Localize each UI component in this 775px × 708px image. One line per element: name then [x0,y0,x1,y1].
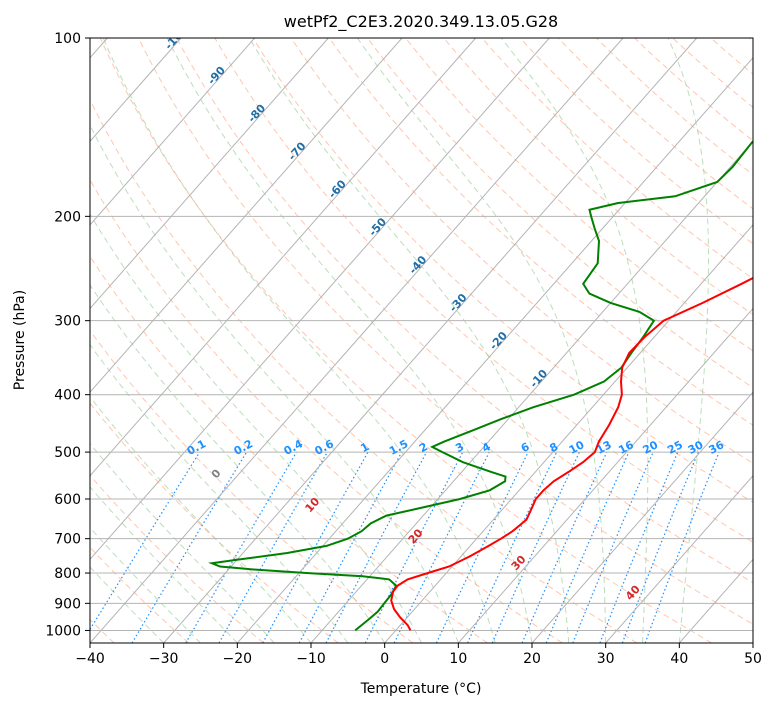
isotherm-line [310,140,753,643]
dry-adiabat [90,179,563,643]
mixing-ratio-line [90,451,201,631]
moist-adiabat [667,38,709,643]
y-tick-label: 1000 [45,623,81,639]
x-tick-label: −20 [223,651,253,667]
dry-adiabat [557,38,753,210]
y-tick-label: 300 [54,314,81,330]
isotherm-line [90,38,182,143]
y-tick-label: 400 [54,388,81,404]
y-tick-label: 800 [54,566,81,582]
moist-adiabat [90,124,459,643]
plot-frame [89,37,754,644]
moist-adiabat [356,38,607,643]
mixing-ratio-label: 20 [641,438,661,457]
isotherm-line [90,38,403,393]
mixing-ratio-line [621,451,699,643]
dry-adiabat [328,38,753,426]
moist-adiabat [90,442,275,643]
mixing-ratio-label: 10 [567,438,587,457]
x-tick-label: −30 [149,651,179,667]
mixing-ratio-label: 25 [665,438,685,457]
plot-area: -100-90-80-70-60-50-40-30-20-10010203040… [90,38,753,643]
mixing-ratio-line [644,451,720,643]
y-tick-label: 200 [54,209,81,225]
isotherm-line [90,38,550,561]
dry-adiabat [138,38,753,625]
mixing-ratio-label: 30 [686,438,706,457]
isotherm-line [90,38,256,226]
dewpoint-line [208,140,753,632]
dry-adiabat [176,38,753,584]
dry-adiabat [405,38,753,352]
dry-adiabats [90,38,753,643]
isotherms [90,38,753,643]
y-tick-label: 900 [54,596,81,612]
mixing-ratio-line [325,451,428,643]
y-tick-label: 500 [54,445,81,461]
y-tick-label: 700 [54,532,81,548]
x-tick-label: 50 [744,651,762,667]
moist-adiabat [166,38,533,643]
moist-adiabat [500,38,649,643]
dry-adiabat [90,255,488,643]
temperature-line [390,276,753,631]
mixing-ratio-line [364,451,464,643]
x-tick-label: 30 [597,651,615,667]
dry-adiabat [252,38,753,503]
dry-adiabat [99,38,712,643]
x-axis: −40 −30 −20 −10 0 10 20 30 40 50 [75,643,762,667]
dry-adiabat [214,38,753,543]
dry-adiabat [90,98,638,643]
dry-adiabat [596,38,753,176]
y-axis-label: Pressure (hPa) [12,290,28,390]
chart-title: wetPf2_C2E3.2020.349.13.05.G28 [284,12,558,32]
isotherm-line [605,475,753,643]
x-tick-label: −10 [296,651,326,667]
y-axis: 1000 900 800 700 600 500 400 300 200 100 [45,31,90,639]
isotherm-line [457,307,753,643]
isotherm-line [531,391,753,643]
y-tick-label: 600 [54,492,81,508]
mixing-ratio-line [262,451,369,643]
moist-adiabat [90,343,349,643]
x-tick-label: 0 [380,651,389,667]
isotherm-line [90,38,329,310]
isotherm-line [90,38,624,643]
isotherm-line [384,224,753,643]
x-tick-label: −40 [75,651,105,667]
isotherm-line [163,38,698,643]
x-tick-label: 40 [670,651,688,667]
x-tick-label: 20 [523,651,541,667]
mixing-ratio-label: 16 [616,438,636,457]
moist-adiabat [102,38,496,643]
dry-adiabat [90,474,264,643]
moist-adiabats [90,38,709,643]
x-axis-label: Temperature (°C) [360,681,482,697]
mixing-ratio-label: 36 [707,438,727,457]
mixing-ratio-line [572,451,654,643]
dry-adiabat [634,38,753,142]
y-tick-label: 100 [54,31,81,47]
moist-adiabat [90,284,386,643]
isotherm-line [236,56,753,643]
mixing-ratio-lines [90,451,720,643]
dry-adiabat [90,329,414,643]
mixing-ratio-line [599,451,679,643]
moist-adiabat [90,486,238,643]
isotherm-line [90,38,477,477]
moist-adiabat [248,38,570,643]
pressure-gridlines [90,38,753,631]
mixing-ratio-line [393,451,490,643]
dry-adiabat [443,38,753,316]
x-tick-label: 10 [449,651,467,667]
mixing-ratio-line [298,451,403,643]
mixing-ratio-line [545,451,630,643]
moist-adiabat [90,213,422,643]
mixing-ratio-line [521,451,608,643]
